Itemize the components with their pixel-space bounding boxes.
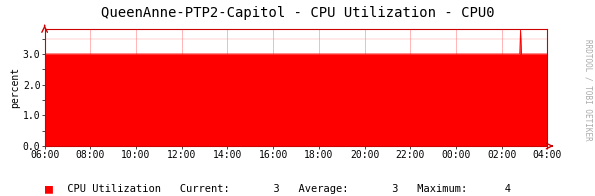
Text: ■: ■ [45, 183, 52, 196]
Text: CPU Utilization   Current:       3   Average:       3   Maximum:      4: CPU Utilization Current: 3 Average: 3 Ma… [61, 184, 511, 194]
Text: RRDTOOL / TOBI OETIKER: RRDTOOL / TOBI OETIKER [583, 39, 593, 141]
Y-axis label: percent: percent [10, 67, 20, 108]
Text: QueenAnne-PTP2-Capitol - CPU Utilization - CPU0: QueenAnne-PTP2-Capitol - CPU Utilization… [101, 6, 494, 20]
